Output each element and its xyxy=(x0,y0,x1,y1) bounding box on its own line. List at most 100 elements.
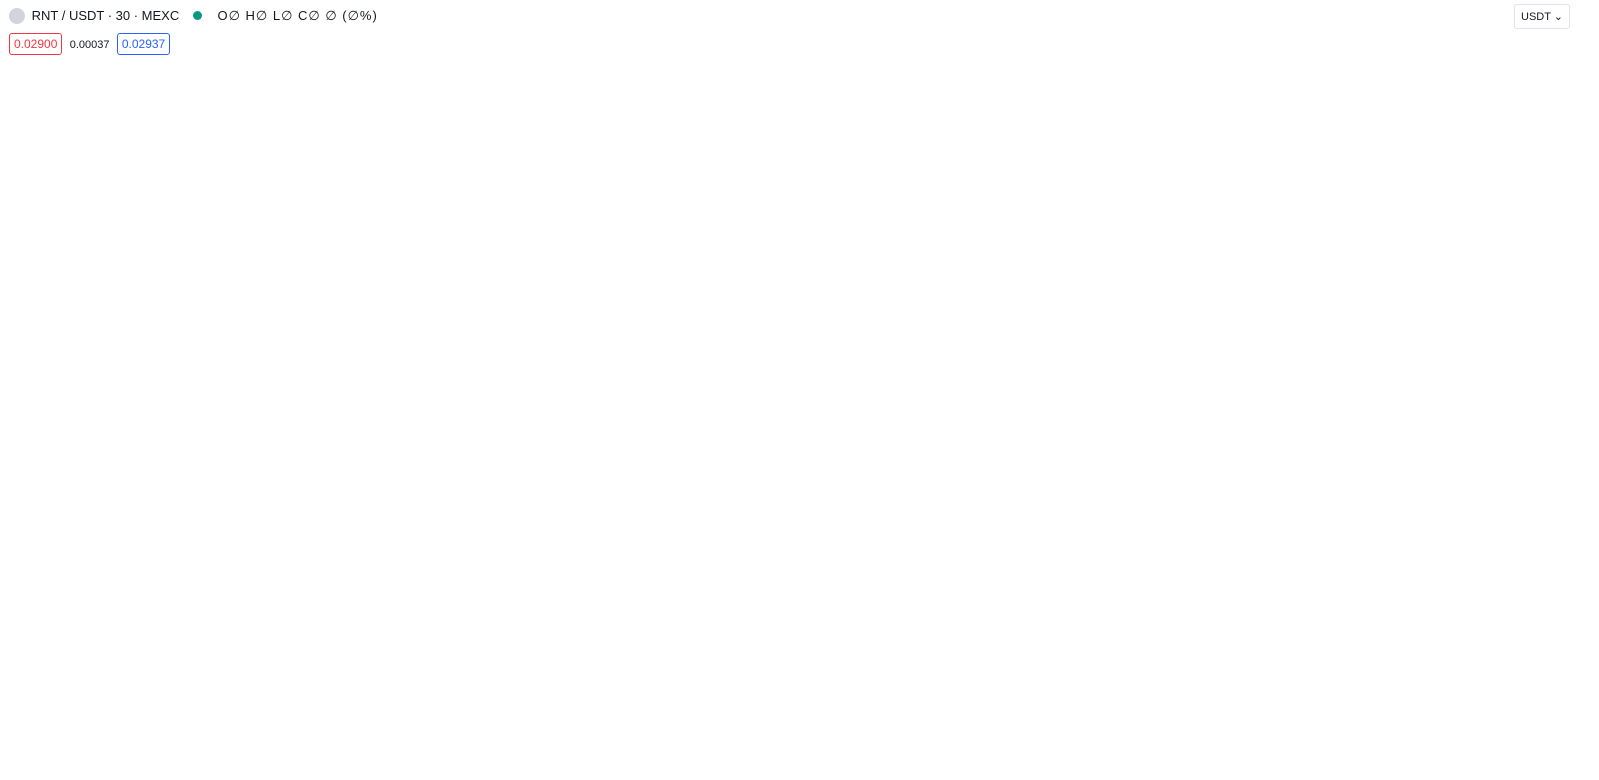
candle-body xyxy=(934,620,941,657)
candle-body xyxy=(1021,571,1028,616)
candle-body xyxy=(926,647,933,657)
candle-body xyxy=(943,638,950,644)
candle-body xyxy=(874,656,881,667)
candle-body xyxy=(952,620,959,648)
status-dot xyxy=(192,11,202,21)
candle-body xyxy=(1065,595,1071,604)
candle-body xyxy=(978,625,985,644)
candle-body xyxy=(735,534,742,572)
candle-body xyxy=(474,486,481,520)
y-tick-label: 0.02600 xyxy=(1520,641,1560,653)
candle-body xyxy=(891,638,898,644)
y-tick-label: 0.09000 xyxy=(1520,51,1560,63)
candle-body xyxy=(830,563,837,596)
candle-body xyxy=(414,442,421,458)
candle-body xyxy=(1056,603,1063,621)
candle-body xyxy=(986,629,993,663)
y-tick-label: 0.03200 xyxy=(1520,543,1560,555)
candle-body xyxy=(440,376,447,465)
candle-body xyxy=(353,336,360,364)
candle-body xyxy=(344,256,351,337)
bid-box[interactable]: 0.02900 xyxy=(9,33,63,55)
legend-header: RNT / USDT · 30 · MEXC O∅ H∅ L∅ C∅ ∅ (∅%… xyxy=(9,7,378,24)
candle-body xyxy=(631,433,638,474)
candle-body xyxy=(422,444,429,487)
symbol-icon xyxy=(9,7,25,24)
candle-body xyxy=(856,563,863,596)
candle-body xyxy=(778,620,785,633)
candle-body xyxy=(448,464,455,470)
candle-body xyxy=(691,506,698,509)
candle-body xyxy=(509,469,516,487)
candle-body xyxy=(726,579,733,583)
candle-body xyxy=(752,534,759,567)
candle-body xyxy=(570,444,577,513)
bid-ask: 0.02900 0.00037 0.02937 xyxy=(9,33,171,55)
candle-body xyxy=(405,430,412,449)
candle-body xyxy=(709,541,716,580)
candle-body xyxy=(292,367,299,403)
candle-body xyxy=(917,603,924,644)
candle-body xyxy=(769,571,776,626)
candle-body xyxy=(605,469,612,474)
spread: 0.00037 xyxy=(69,39,110,51)
y-tick-label: 0.07000 xyxy=(1520,171,1560,183)
candle-body xyxy=(310,317,317,358)
y-tick-label: 0.03800 xyxy=(1520,461,1560,473)
candle-body xyxy=(900,625,907,667)
trend-line xyxy=(346,245,1234,655)
y-tick-label: 0.02400 xyxy=(1520,679,1560,691)
candle-body xyxy=(1004,629,1011,639)
candle-body xyxy=(492,460,499,491)
candle-body xyxy=(839,563,846,596)
ask-box[interactable]: 0.02937 xyxy=(116,33,171,55)
y-tick-label: 0.07500 xyxy=(1520,138,1560,150)
y-tick-label: 0.08000 xyxy=(1520,107,1560,119)
candle-body xyxy=(579,444,586,474)
candle-body xyxy=(544,490,551,500)
candle-body xyxy=(301,357,308,368)
candle-body xyxy=(362,338,369,392)
y-tick-label: 0.04100 xyxy=(1520,425,1560,437)
candle-body xyxy=(553,492,560,513)
y-tick-label: 0.03000 xyxy=(1520,573,1560,585)
y-tick-label: 0.05600 xyxy=(1520,277,1560,289)
add-button[interactable] xyxy=(1493,0,1507,10)
currency: USDT xyxy=(1521,11,1551,23)
candle-body xyxy=(535,499,542,504)
candle-body xyxy=(865,595,872,663)
y-tick-label: 0.05200 xyxy=(1520,312,1560,324)
candle-body xyxy=(431,371,438,491)
candle-body xyxy=(700,503,707,552)
symbol-title: RNT / USDT · 30 · MEXC xyxy=(31,8,180,24)
candle-body xyxy=(457,466,464,532)
candle-body xyxy=(561,512,568,516)
candle-body xyxy=(882,638,889,667)
candle-body xyxy=(1047,620,1054,644)
candle-body xyxy=(483,482,490,491)
candle-body xyxy=(848,560,855,588)
currency-select[interactable]: USDT ⌄ xyxy=(1514,4,1571,29)
candle-body xyxy=(613,469,620,474)
candle-body xyxy=(648,406,655,411)
candle-body xyxy=(761,548,768,604)
countdown: 13:06 xyxy=(1520,603,1548,615)
candle-body xyxy=(466,519,473,532)
y-tick-label: 0.02110 xyxy=(1520,741,1559,753)
candle-body xyxy=(1038,612,1045,644)
candle-body xyxy=(622,469,629,474)
candle-body xyxy=(284,402,290,431)
candle-body xyxy=(1012,608,1019,639)
y-tick-label: 0.06000 xyxy=(1520,244,1560,256)
candle-body xyxy=(787,632,794,652)
candle-body xyxy=(908,582,915,663)
candle-body xyxy=(822,563,829,621)
candle-body xyxy=(960,620,967,639)
candle-body xyxy=(379,357,386,400)
candle-body xyxy=(526,499,533,504)
candle-body xyxy=(804,571,811,639)
candle-body xyxy=(674,436,681,441)
candle-body xyxy=(657,410,664,437)
